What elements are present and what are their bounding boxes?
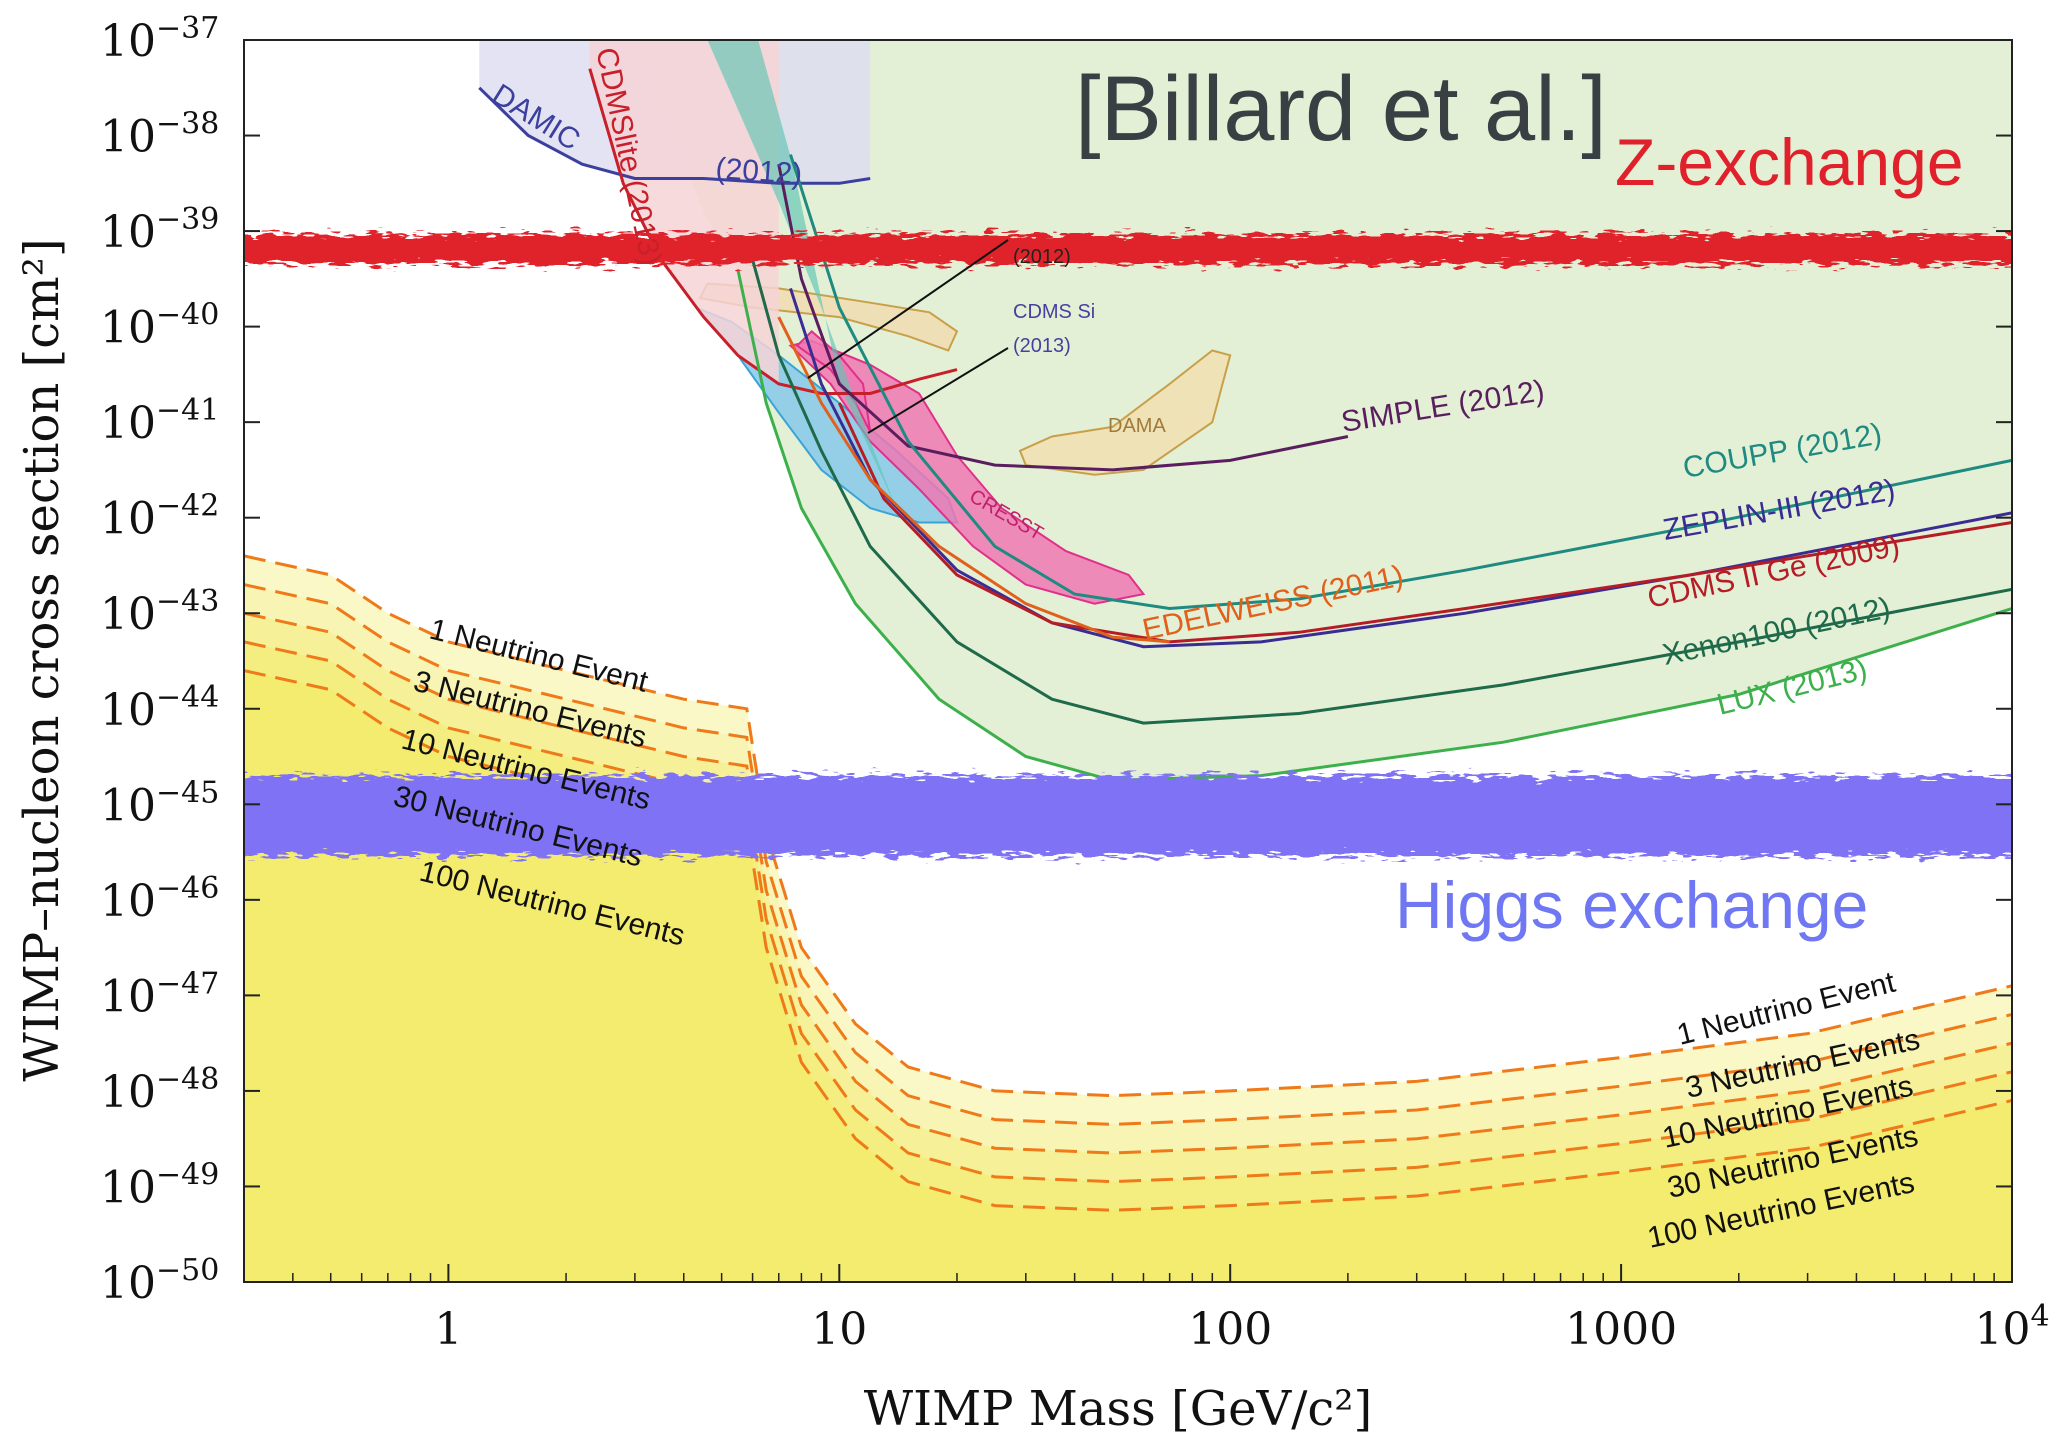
y-tick-label: 10−38 bbox=[100, 107, 219, 163]
label-cogent: (2012) bbox=[1013, 246, 1071, 268]
y-tick-exponent: −50 bbox=[156, 1253, 219, 1288]
y-tick-label: 10−46 bbox=[100, 871, 219, 927]
y-tick-exponent: −49 bbox=[156, 1157, 219, 1192]
y-tick-label: 10−37 bbox=[100, 11, 219, 67]
y-tick-exponent: −42 bbox=[156, 489, 219, 524]
x-axis-title: WIMP Mass [GeV/c²] bbox=[864, 1381, 1372, 1437]
y-tick-exponent: −48 bbox=[156, 1062, 219, 1097]
z-exchange-label: Z-exchange bbox=[1615, 125, 1964, 199]
label-cdms-si-year: (2013) bbox=[1013, 335, 1071, 357]
label-dama: DAMA bbox=[1108, 415, 1166, 437]
y-tick-exponent: −43 bbox=[156, 584, 219, 619]
y-tick-label: 10−44 bbox=[100, 680, 219, 736]
y-tick-exponent: −38 bbox=[156, 107, 219, 142]
y-tick-exponent: −45 bbox=[156, 775, 219, 810]
x-tick-label: 104 bbox=[1974, 1299, 2049, 1355]
y-tick-label: 10−48 bbox=[100, 1062, 219, 1118]
x-tick-label: 1 bbox=[434, 1304, 462, 1355]
y-tick-exponent: −39 bbox=[156, 202, 219, 237]
y-tick-label: 10−50 bbox=[100, 1253, 219, 1309]
plot-area bbox=[100, 40, 2061, 1282]
y-tick-label: 10−45 bbox=[100, 775, 219, 831]
y-tick-label: 10−39 bbox=[100, 202, 219, 258]
label-damic-year: (2012) bbox=[715, 152, 804, 191]
y-tick-label: 10−49 bbox=[100, 1157, 219, 1213]
x-tick-label: 10 bbox=[811, 1304, 867, 1355]
y-tick-exponent: −46 bbox=[156, 871, 219, 906]
x-tick-exponent: 4 bbox=[2030, 1299, 2049, 1334]
x-tick-label: 1000 bbox=[1565, 1304, 1677, 1355]
y-tick-label: 10−41 bbox=[100, 393, 219, 449]
y-tick-label: 10−40 bbox=[100, 298, 219, 354]
y-tick-exponent: −47 bbox=[156, 966, 219, 1001]
z-exchange-band bbox=[100, 234, 2061, 264]
y-tick-exponent: −40 bbox=[156, 298, 219, 333]
x-tick-label: 100 bbox=[1188, 1304, 1272, 1355]
y-tick-label: 10−43 bbox=[100, 584, 219, 640]
attribution: [Billard et al.] bbox=[1075, 58, 1607, 160]
y-tick-exponent: −44 bbox=[156, 680, 219, 715]
y-axis-title: WIMP–nucleon cross section [cm²] bbox=[14, 238, 70, 1081]
y-tick-exponent: −37 bbox=[156, 11, 219, 46]
higgs-exchange-label: Higgs exchange bbox=[1395, 868, 1868, 942]
y-tick-label: 10−42 bbox=[100, 489, 219, 545]
label-cdms-si: CDMS Si bbox=[1013, 301, 1095, 323]
y-tick-exponent: −41 bbox=[156, 393, 219, 428]
y-tick-label: 10−47 bbox=[100, 966, 219, 1022]
